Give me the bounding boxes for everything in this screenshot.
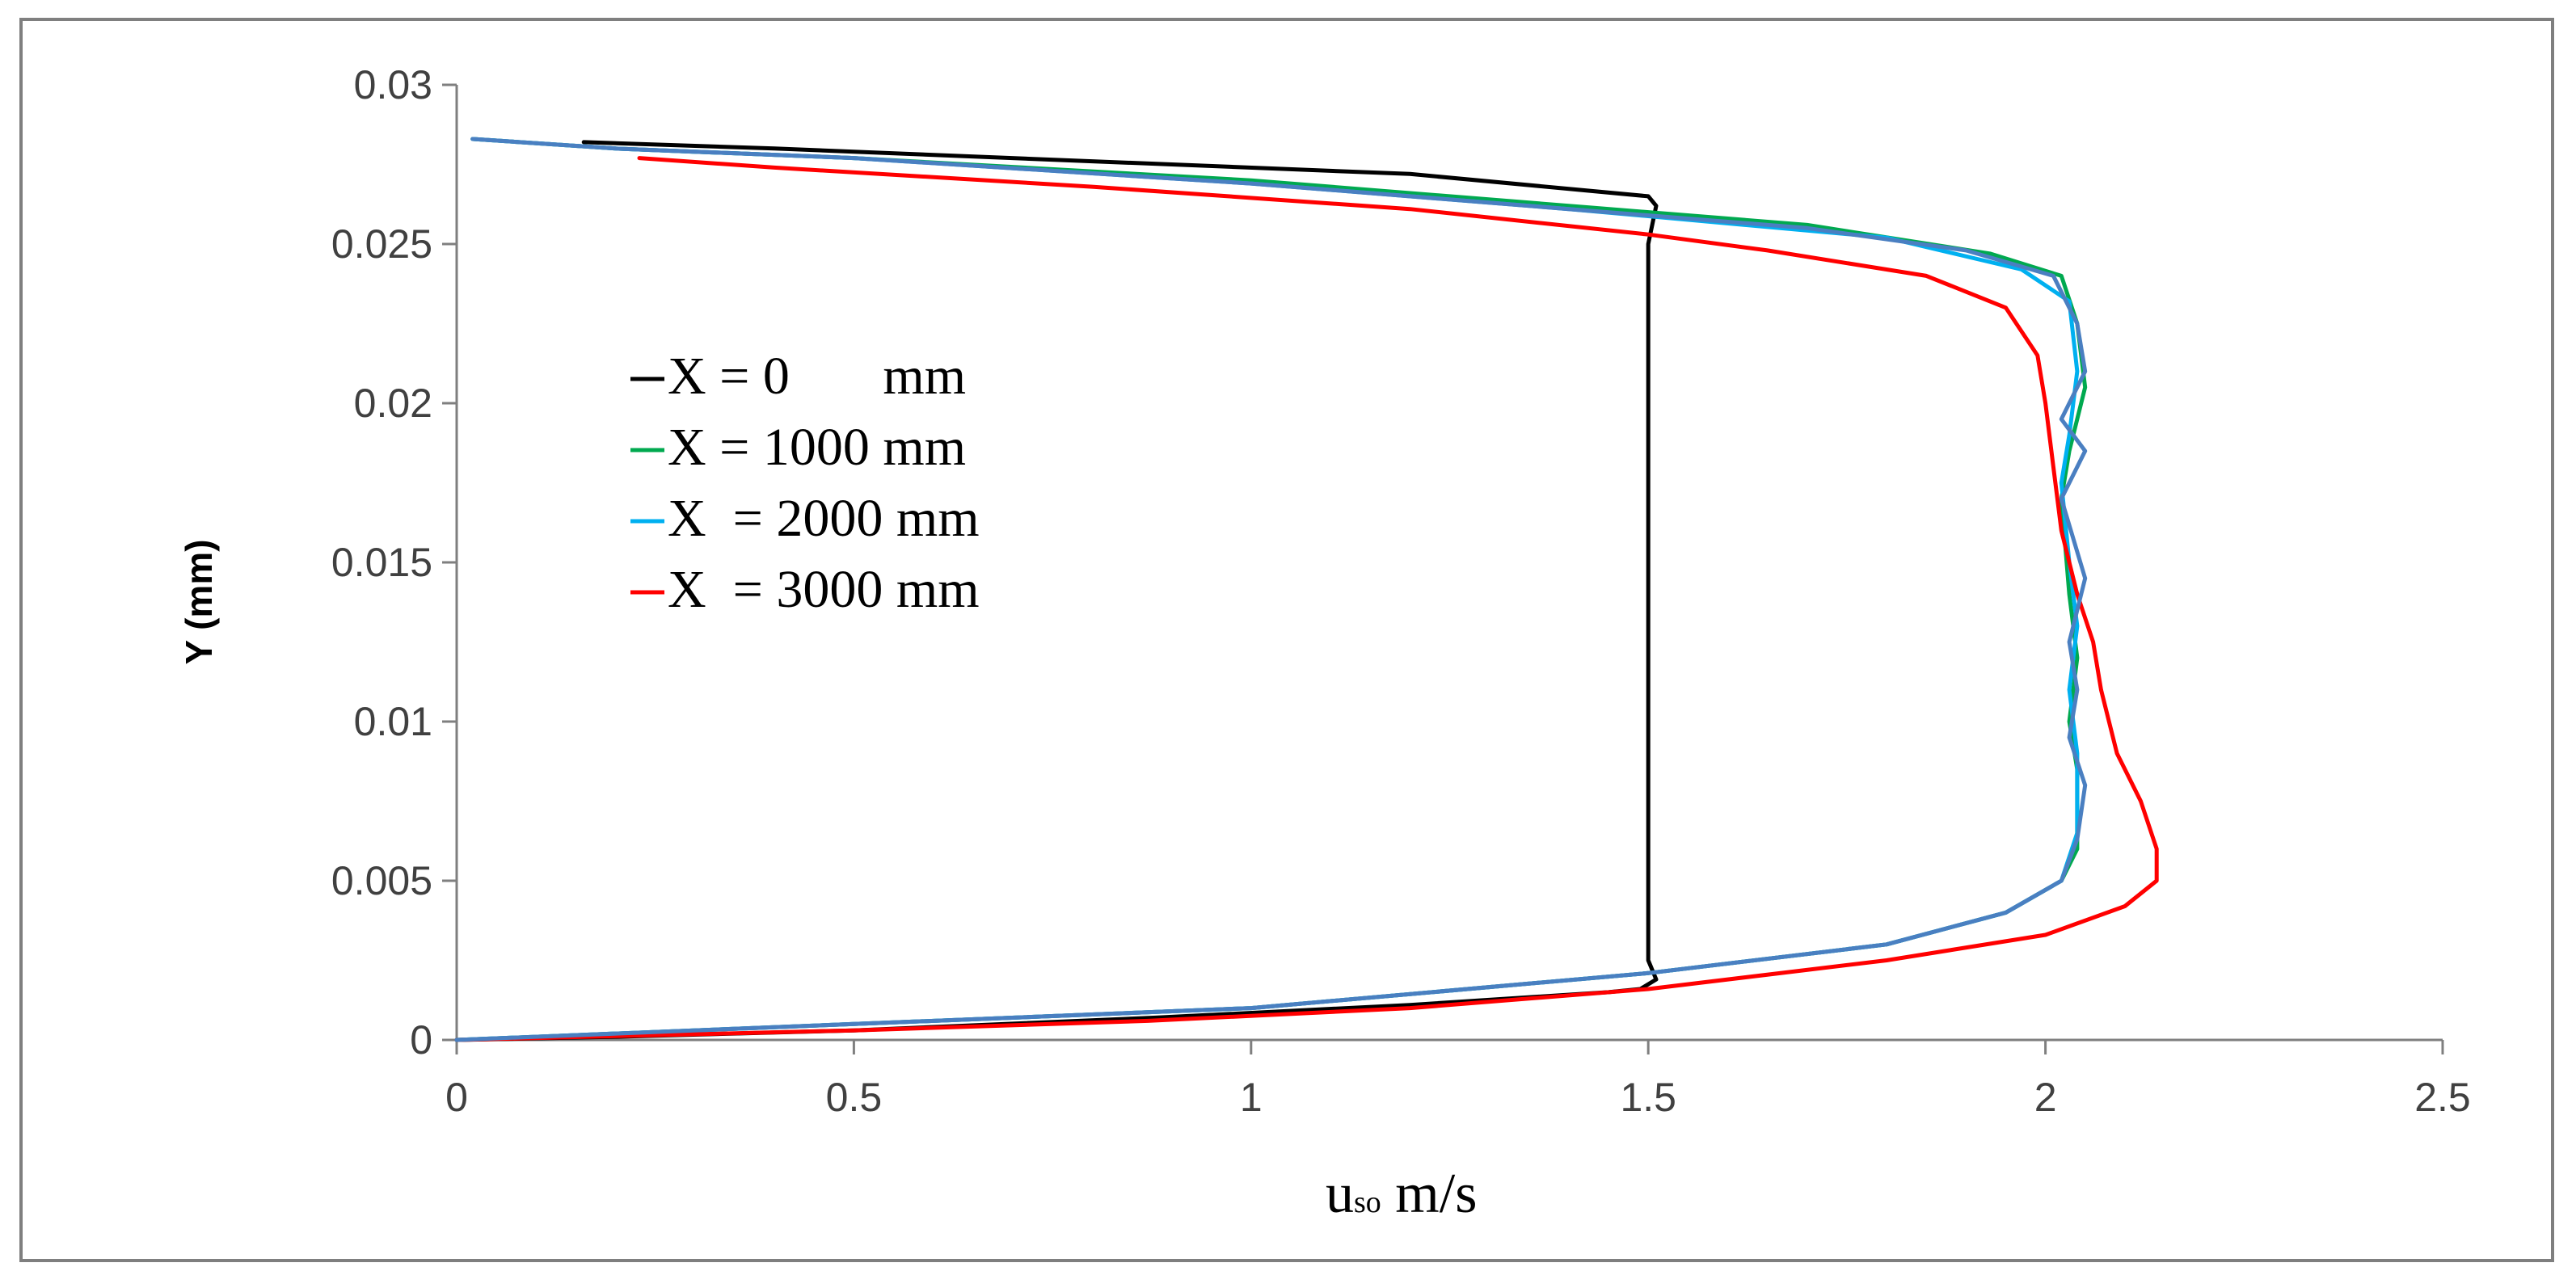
axes [442, 83, 2444, 1054]
x-tick-label: 2.5 [2414, 1075, 2471, 1120]
x-tick-label: 1.5 [1620, 1075, 1676, 1120]
x-axis-label: uso m/s [1326, 1163, 1477, 1225]
y-axis-label: Y (mm) [178, 539, 220, 664]
series-lines [454, 137, 2159, 1042]
y-tick-label: 0.03 [354, 62, 432, 107]
y-tick-label: 0.015 [331, 540, 432, 585]
y-tick-label: 0.02 [354, 381, 432, 426]
series-line-3 [454, 156, 2159, 1042]
chart-frame [19, 18, 2554, 1262]
tick-labels: 0 0.005 0.01 0.015 0.02 0.025 0.03 0 0.5 1 1.5 2 2.5 [331, 62, 2471, 1120]
legend-label: X = 0 mm [668, 347, 966, 406]
y-tick-label: 0.01 [354, 699, 432, 744]
y-tick-label: 0.005 [331, 858, 432, 903]
x-axis-label-symbol: u [1326, 1163, 1354, 1225]
legend: X = 0 mm X = 1000 mm X = 2000 mm X = 3000 m… [630, 347, 980, 619]
legend-label: X = 2000 mm [668, 489, 980, 548]
x-tick-label: 0 [445, 1075, 468, 1120]
x-tick-label: 2 [2034, 1075, 2057, 1120]
legend-label: X = 1000 mm [668, 418, 966, 477]
x-tick-label: 1 [1240, 1075, 1263, 1120]
x-tick-label: 0.5 [826, 1075, 883, 1120]
x-axis-label-unit: m/s [1381, 1163, 1478, 1225]
series-line-0 [454, 140, 1659, 1042]
legend-label: X = 3000 mm [668, 560, 980, 619]
y-tick-label: 0 [410, 1017, 432, 1063]
x-axis-label-subscript: so [1354, 1185, 1381, 1219]
y-tick-label: 0.025 [331, 221, 432, 267]
series-line-4 [454, 137, 2088, 1042]
